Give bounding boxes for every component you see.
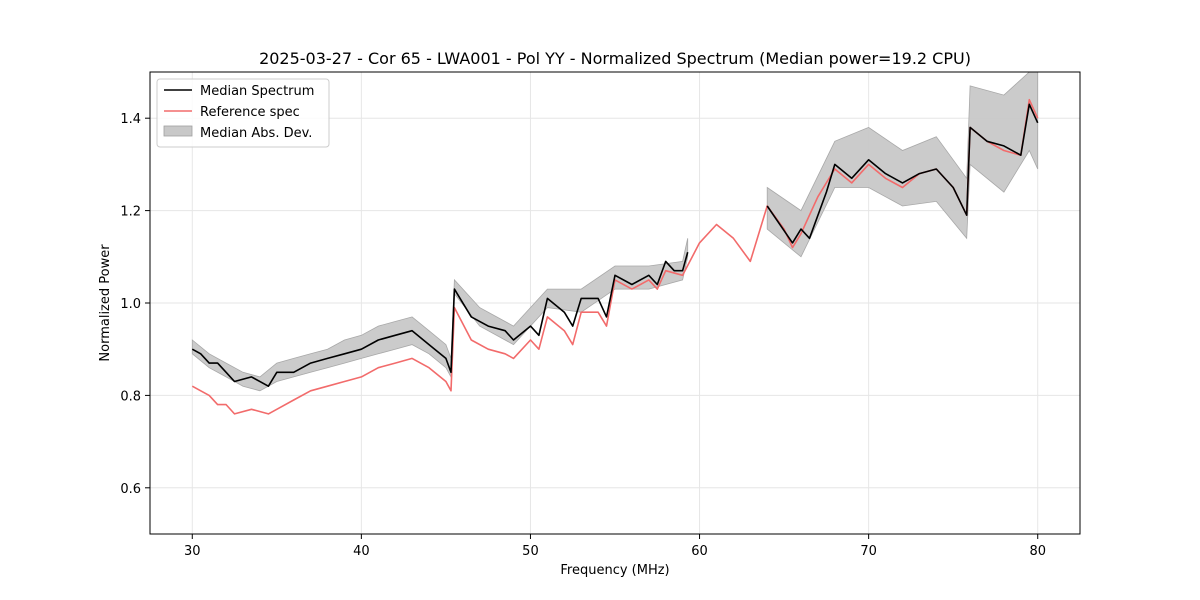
line-layer: [191, 98, 1039, 415]
legend-mad-label: Median Abs. Dev.: [200, 126, 312, 141]
x-tick-label: 60: [691, 544, 708, 559]
y-tick-label: 1.4: [120, 112, 141, 127]
legend-reference-label: Reference spec: [200, 105, 300, 120]
x-tick-label: 70: [860, 544, 877, 559]
grid: [150, 72, 1080, 534]
mad-band: [766, 71, 1039, 258]
x-tick-label: 30: [184, 544, 201, 559]
x-tick-label: 80: [1029, 544, 1046, 559]
x-axis-label: Frequency (MHz): [560, 563, 669, 578]
chart-title: 2025-03-27 - Cor 65 - LWA001 - Pol YY - …: [259, 49, 971, 68]
y-tick-label: 0.6: [120, 482, 141, 497]
legend: Median Spectrum Reference spec Median Ab…: [156, 78, 330, 148]
y-tick-label: 1.0: [120, 297, 141, 312]
y-tick-label: 0.8: [120, 389, 141, 404]
x-tick-label: 50: [522, 544, 539, 559]
legend-mad-swatch: [163, 125, 193, 137]
median-spectrum-line: [766, 103, 1039, 244]
mad-band-layer: [191, 71, 1039, 392]
median-spectrum-line: [191, 251, 689, 388]
x-tick-label: 40: [353, 544, 370, 559]
legend-box: [156, 78, 330, 148]
legend-median-label: Median Spectrum: [200, 84, 314, 99]
y-axis-label: Normalized Power: [98, 244, 113, 362]
y-tick-label: 1.2: [120, 205, 141, 220]
mad-band: [191, 238, 689, 392]
reference-spectrum-line: [191, 98, 1039, 415]
ticks: 30 40 50 60 70 80 0.6 0.8 1.0 1.2 1.4: [120, 112, 1046, 559]
